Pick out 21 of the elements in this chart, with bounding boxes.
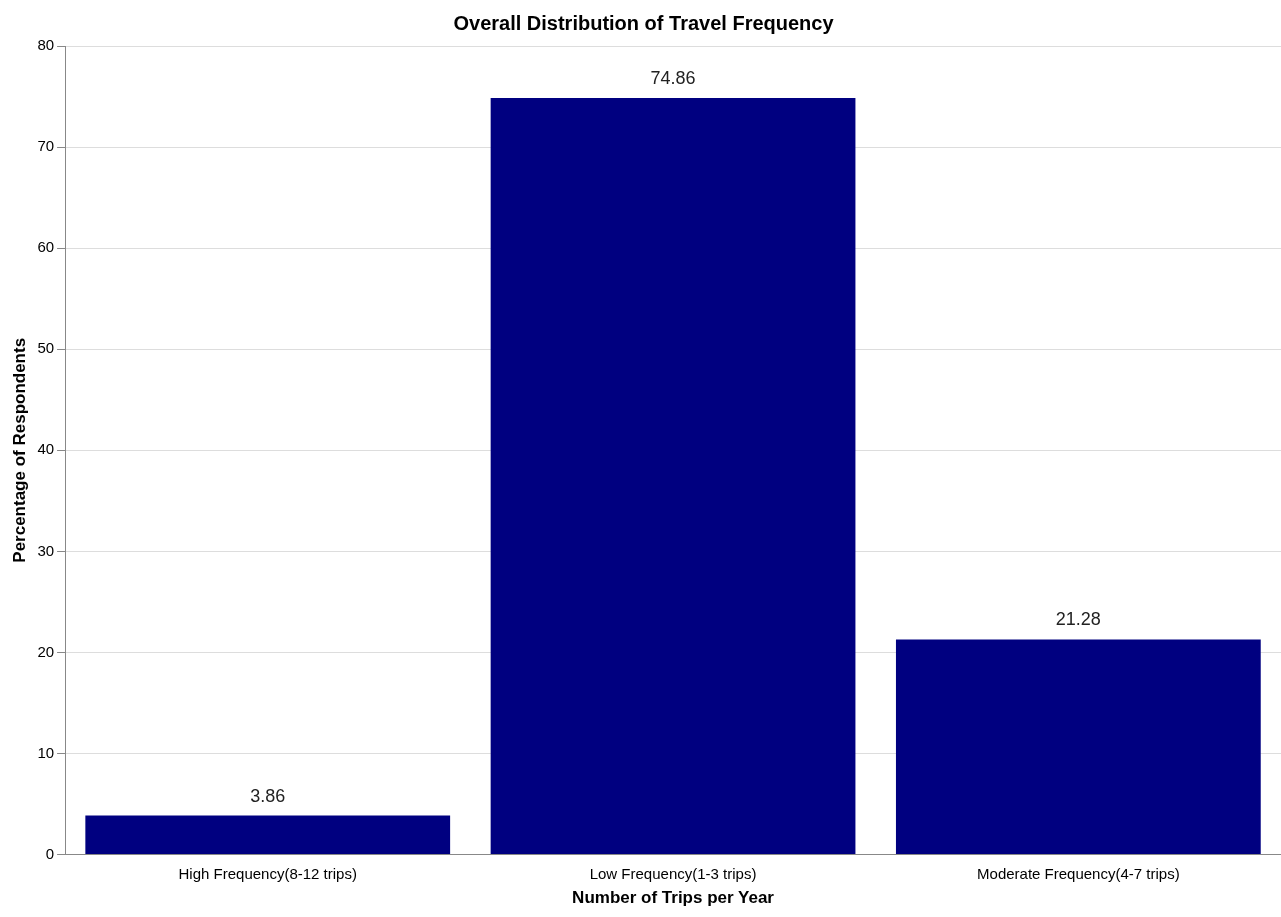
data-label: 21.28	[1055, 609, 1101, 630]
y-tick-label: 80	[37, 36, 55, 54]
y-tick-label: 70	[37, 137, 55, 155]
y-tick-label: 30	[37, 541, 55, 559]
x-tick-label: Moderate Frequency(4-7 trips)	[977, 864, 1180, 882]
y-axis-title: Percentage of Respondents	[9, 337, 29, 563]
y-tick-label: 40	[37, 440, 55, 458]
x-tick-label: High Frequency(8-12 trips)	[178, 864, 357, 882]
bar	[85, 815, 451, 855]
y-tick-label: 20	[37, 642, 55, 660]
data-label: 74.86	[650, 67, 696, 88]
y-tick-label: 60	[37, 238, 55, 256]
y-tick-label: 0	[45, 844, 55, 862]
chart-title: Overall Distribution of Travel Frequency	[453, 11, 835, 34]
bar	[490, 97, 856, 855]
data-label: 3.86	[250, 785, 286, 806]
bar	[895, 639, 1261, 855]
y-tick-label: 10	[37, 743, 55, 761]
x-axis-title: Number of Trips per Year	[572, 888, 775, 908]
y-tick-label: 50	[37, 339, 55, 357]
x-tick-label: Low Frequency(1-3 trips)	[589, 864, 757, 882]
